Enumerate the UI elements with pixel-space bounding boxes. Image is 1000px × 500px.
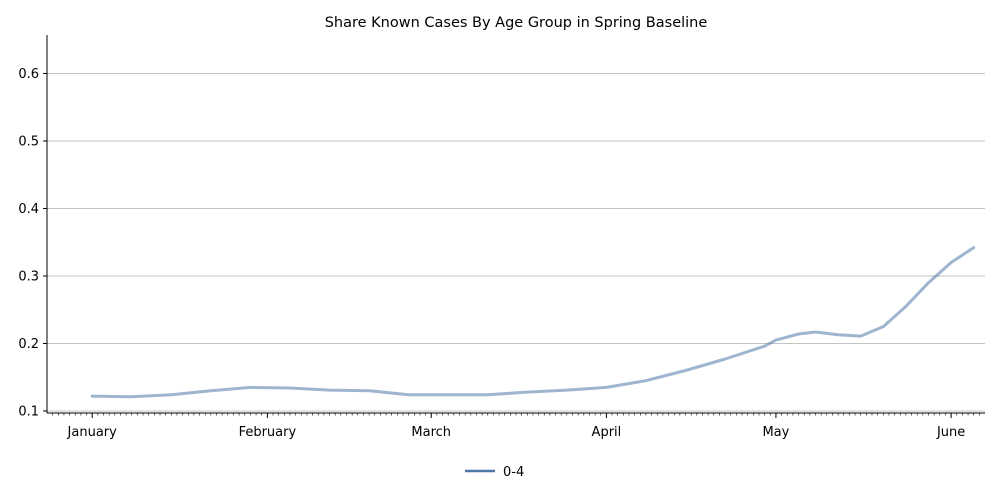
y-tick-label: 0.2 bbox=[18, 337, 39, 352]
y-tick-label: 0.5 bbox=[18, 134, 39, 149]
y-tick-label: 0.1 bbox=[18, 404, 39, 419]
axes bbox=[46, 35, 985, 414]
x-ticks: January February March April May June bbox=[52, 413, 980, 440]
legend: 0-4 bbox=[465, 465, 524, 480]
x-tick-label: May bbox=[762, 425, 789, 440]
y-tick-label: 0.4 bbox=[18, 202, 39, 217]
series-line-0-4 bbox=[90, 246, 976, 399]
x-tick-label: June bbox=[936, 425, 965, 440]
chart-title: Share Known Cases By Age Group in Spring… bbox=[325, 15, 708, 31]
series-lines bbox=[90, 246, 976, 399]
x-tick-label: March bbox=[411, 425, 451, 440]
y-tick-label: 0.6 bbox=[18, 67, 39, 82]
x-tick-label: February bbox=[239, 425, 297, 440]
x-tick-label: January bbox=[67, 425, 118, 440]
x-tick-label: April bbox=[592, 425, 622, 440]
legend-label: 0-4 bbox=[503, 465, 524, 480]
gridlines bbox=[47, 73, 985, 412]
y-ticks: 0.1 0.2 0.3 0.4 0.5 0.6 bbox=[18, 67, 47, 419]
y-tick-label: 0.3 bbox=[18, 269, 39, 284]
